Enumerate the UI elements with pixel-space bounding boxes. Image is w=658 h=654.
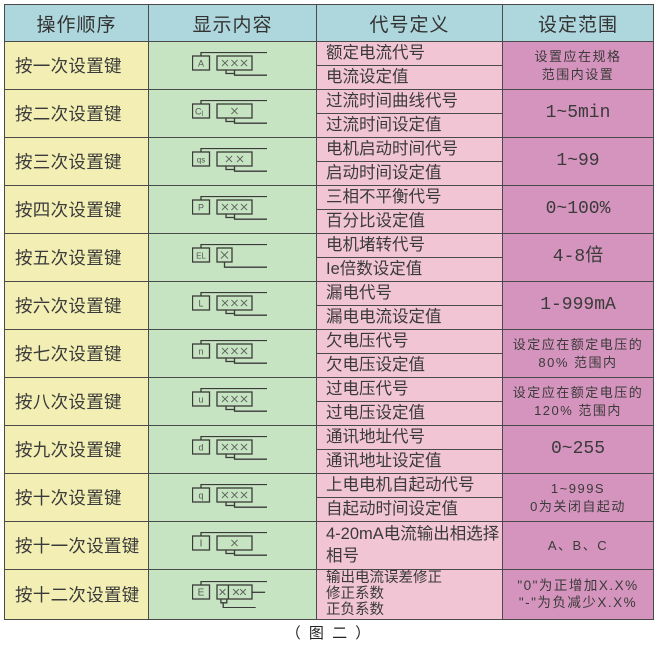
svg-text:u: u: [198, 394, 203, 404]
svg-text:A: A: [198, 58, 204, 68]
svg-text:n: n: [198, 346, 203, 356]
svg-text:P: P: [198, 202, 204, 212]
svg-text:L: L: [198, 298, 203, 308]
svg-text:Cl: Cl: [195, 106, 204, 118]
svg-text:qs: qs: [197, 155, 205, 164]
svg-text:I: I: [200, 538, 203, 549]
svg-text:E: E: [198, 587, 205, 598]
svg-text:d: d: [198, 442, 203, 452]
svg-text:q: q: [198, 490, 203, 500]
svg-text:EL: EL: [196, 251, 206, 260]
